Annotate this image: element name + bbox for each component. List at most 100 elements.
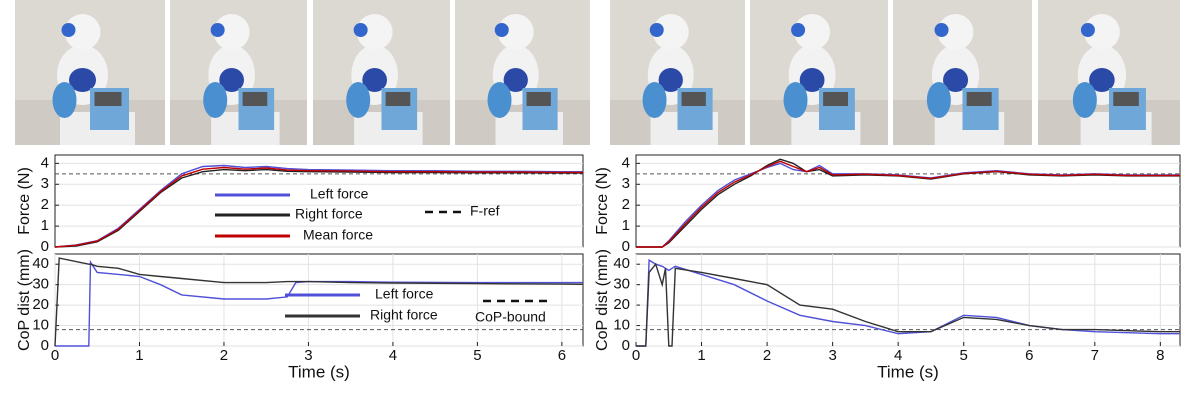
y-tick-label: 4	[622, 154, 630, 171]
x-tick-label: 6	[558, 347, 566, 364]
legend-label: CoP-bound	[475, 309, 546, 325]
box-top	[823, 92, 848, 106]
box-top	[681, 92, 706, 106]
y-tick-label: 20	[32, 296, 49, 313]
x-axis-label: Time (s)	[288, 362, 350, 381]
robot-arm	[346, 82, 371, 118]
x-tick-label: 1	[697, 347, 705, 364]
x-tick-label: 0	[632, 347, 640, 364]
y-axis-label: CoP dist (mm)	[16, 249, 33, 351]
x-tick-label: 2	[220, 347, 228, 364]
y-tick-label: 30	[613, 276, 630, 293]
robot-head	[1083, 14, 1120, 50]
box-top	[526, 92, 551, 106]
x-tick-label: 3	[304, 347, 312, 364]
robot-arm	[203, 82, 228, 118]
y-tick-label: 10	[32, 317, 49, 334]
robot-chest	[219, 68, 244, 92]
robot-chest	[362, 68, 387, 92]
robot-arm	[487, 82, 512, 118]
robot-arm	[52, 82, 77, 118]
x-tick-label: 2	[763, 347, 771, 364]
robot-chest	[658, 68, 683, 92]
x-tick-label: 5	[960, 347, 968, 364]
box-top	[94, 92, 122, 106]
x-tick-label: 8	[1156, 347, 1164, 364]
robot-ear	[791, 23, 806, 37]
robot-head	[497, 14, 534, 50]
legend-label: Mean force	[303, 227, 373, 243]
box-top	[242, 92, 268, 106]
y-tick-label: 3	[622, 175, 630, 192]
robot-arm	[642, 82, 667, 118]
robot-ear	[1080, 23, 1095, 37]
series-line	[636, 160, 1180, 248]
series-line	[54, 164, 583, 248]
y-tick-label: 40	[32, 255, 49, 272]
robot-chest	[1089, 68, 1115, 92]
y-tick-label: 30	[32, 276, 49, 293]
series-line	[54, 168, 583, 248]
x-axis-label: Time (s)	[877, 362, 939, 381]
robot-head	[356, 14, 393, 50]
series-line	[54, 257, 584, 347]
robot-chest	[503, 68, 528, 92]
y-tick-label: 0	[622, 337, 630, 354]
y-tick-label: 4	[41, 154, 49, 171]
robot-head	[652, 14, 689, 50]
photo	[1038, 0, 1180, 145]
legend-label: F-ref	[470, 203, 500, 219]
robot-ear	[210, 23, 225, 37]
photo	[15, 0, 165, 145]
series-line	[55, 259, 583, 347]
y-axis-label: CoP dist (mm)	[594, 249, 611, 351]
y-axis-label: Force (N)	[594, 167, 611, 235]
y-tick-label: 3	[41, 175, 49, 192]
robot-head	[64, 14, 101, 50]
x-tick-label: 3	[828, 347, 836, 364]
x-tick-label: 5	[473, 347, 481, 364]
robot-chest	[799, 68, 825, 92]
x-tick-label: 1	[135, 347, 143, 364]
y-tick-label: 2	[41, 196, 49, 213]
photo	[313, 0, 450, 145]
y-tick-label: 1	[41, 217, 49, 234]
robot-arm	[783, 82, 808, 118]
series-line	[54, 166, 583, 248]
legend-label: Right force	[295, 206, 363, 222]
x-tick-label: 7	[1091, 347, 1099, 364]
plot-area	[635, 154, 1181, 248]
robot-chest	[69, 68, 96, 92]
robot-head	[213, 14, 250, 50]
legend-label: Right force	[370, 307, 438, 323]
box-top	[966, 92, 992, 106]
photo	[610, 0, 745, 145]
robot-ear	[353, 23, 368, 37]
x-tick-label: 4	[894, 347, 902, 364]
y-tick-label: 0	[622, 238, 630, 255]
series-line	[636, 262, 1180, 347]
y-tick-label: 1	[622, 217, 630, 234]
robot-ear	[61, 23, 76, 37]
plot-area	[54, 253, 584, 347]
x-tick-label: 0	[51, 347, 59, 364]
y-tick-label: 0	[41, 238, 49, 255]
x-tick-label: 6	[1025, 347, 1033, 364]
robot-ear	[649, 23, 664, 37]
robot-head	[794, 14, 831, 50]
y-tick-label: 40	[613, 255, 630, 272]
photo	[750, 0, 888, 145]
photo	[893, 0, 1032, 145]
y-axis-label: Force (N)	[16, 167, 33, 235]
legend-label: Left force	[310, 186, 369, 202]
y-tick-label: 10	[613, 317, 630, 334]
y-tick-label: 20	[613, 296, 630, 313]
photo	[170, 0, 307, 145]
robot-chest	[943, 68, 969, 92]
robot-arm	[926, 82, 951, 118]
y-tick-label: 0	[41, 337, 49, 354]
robot-arm	[1072, 82, 1097, 118]
y-tick-label: 2	[622, 196, 630, 213]
legend-label: Left force	[375, 286, 434, 302]
